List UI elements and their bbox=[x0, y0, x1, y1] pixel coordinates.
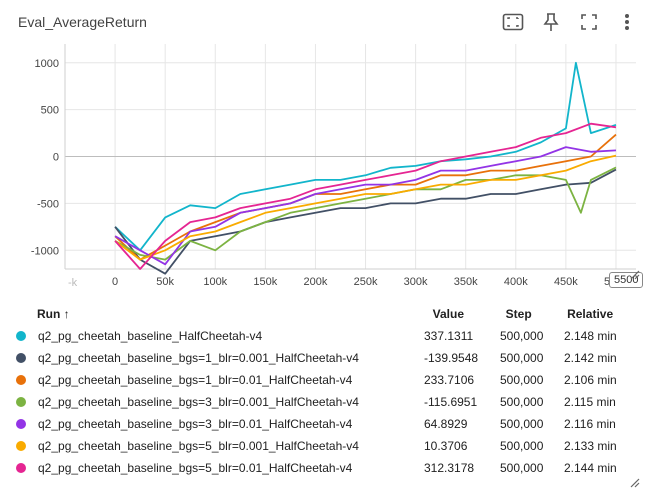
value-cell: 10.3706 bbox=[424, 439, 468, 453]
relative-cell: 2.144 min bbox=[564, 461, 617, 475]
step-cell: 500,000 bbox=[500, 329, 544, 343]
runs-table: Run ↑ Value Step Relative q2_pg_cheetah_… bbox=[12, 303, 642, 479]
table-row[interactable]: q2_pg_cheetah_baseline_bgs=1_blr=0.001_H… bbox=[12, 347, 642, 369]
relative-cell: 2.106 min bbox=[564, 373, 617, 387]
y-tick-label: -500 bbox=[37, 198, 59, 210]
x-tick-label: 300k bbox=[404, 276, 428, 288]
step-column-header[interactable]: Step bbox=[505, 307, 532, 321]
fit-domain-icon bbox=[502, 13, 524, 31]
more-vert-icon bbox=[625, 14, 629, 30]
relative-column-header[interactable]: Relative bbox=[567, 307, 614, 321]
table-row[interactable]: q2_pg_cheetah_baseline_bgs=5_blr=0.001_H… bbox=[12, 435, 642, 457]
value-column-header[interactable]: Value bbox=[432, 307, 465, 321]
line-chart[interactable]: 1000 500 0 -500 -1000 0 50k 100k 150k 200k 250k 300… bbox=[0, 44, 653, 289]
table-row[interactable]: q2_pg_cheetah_baseline_bgs=5_blr=0.01_Ha… bbox=[12, 457, 642, 479]
run-color-swatch bbox=[16, 441, 26, 451]
resize-handle-icon[interactable] bbox=[630, 478, 640, 488]
run-cell: q2_pg_cheetah_baseline_bgs=5_blr=0.01_Ha… bbox=[12, 461, 424, 475]
series-line bbox=[114, 122, 617, 270]
run-name: q2_pg_cheetah_baseline_bgs=1_blr=0.001_H… bbox=[38, 351, 359, 365]
step-cell: 500,000 bbox=[500, 373, 544, 387]
x-tick-label: 50k bbox=[156, 276, 174, 288]
relative-cell: 2.115 min bbox=[564, 395, 616, 409]
series-line bbox=[114, 166, 617, 261]
run-color-swatch bbox=[16, 353, 26, 363]
table-body: q2_pg_cheetah_baseline_HalfCheetah-v4 337… bbox=[12, 325, 642, 479]
run-color-swatch bbox=[16, 397, 26, 407]
x-tick-label: 350k bbox=[454, 276, 478, 288]
card-title: Eval_AverageReturn bbox=[18, 14, 147, 30]
run-cell: q2_pg_cheetah_baseline_bgs=3_blr=0.01_Ha… bbox=[12, 417, 424, 431]
card-toolbar bbox=[501, 10, 639, 34]
table-row[interactable]: q2_pg_cheetah_baseline_bgs=3_blr=0.01_Ha… bbox=[12, 413, 642, 435]
x-tick-label: 0 bbox=[112, 276, 118, 288]
series-line bbox=[114, 133, 617, 261]
fullscreen-button[interactable] bbox=[577, 10, 601, 34]
run-name: q2_pg_cheetah_baseline_bgs=3_blr=0.001_H… bbox=[38, 395, 359, 409]
table-header: Run ↑ Value Step Relative bbox=[12, 303, 642, 325]
run-name: q2_pg_cheetah_baseline_bgs=5_blr=0.001_H… bbox=[38, 439, 359, 453]
run-color-swatch bbox=[16, 375, 26, 385]
run-column-header[interactable]: Run ↑ bbox=[37, 307, 70, 321]
value-cell: -115.6951 bbox=[424, 395, 478, 409]
table-row[interactable]: q2_pg_cheetah_baseline_bgs=1_blr=0.01_Ha… bbox=[12, 369, 642, 391]
y-tick-label: 1000 bbox=[35, 58, 59, 70]
run-name: q2_pg_cheetah_baseline_bgs=1_blr=0.01_Ha… bbox=[38, 373, 353, 387]
relative-cell: 2.148 min bbox=[564, 329, 617, 343]
step-cell: 500,000 bbox=[500, 461, 544, 475]
pin-icon bbox=[543, 13, 559, 31]
y-tick-label: 500 bbox=[41, 105, 59, 117]
value-cell: 337.1311 bbox=[424, 329, 474, 343]
series-line bbox=[114, 146, 617, 266]
run-color-swatch bbox=[16, 331, 26, 341]
fit-domain-button[interactable] bbox=[501, 10, 525, 34]
relative-cell: 2.142 min bbox=[564, 351, 617, 365]
run-name: q2_pg_cheetah_baseline_bgs=3_blr=0.01_Ha… bbox=[38, 417, 353, 431]
step-cell: 500,000 bbox=[500, 395, 544, 409]
relative-cell: 2.116 min bbox=[564, 417, 616, 431]
resize-handle-icon[interactable] bbox=[630, 270, 640, 280]
series-line bbox=[114, 168, 617, 275]
value-cell: 64.8929 bbox=[424, 417, 468, 431]
x-tick-label: 400k bbox=[504, 276, 528, 288]
x-tick-label: 200k bbox=[304, 276, 328, 288]
run-name: q2_pg_cheetah_baseline_HalfCheetah-v4 bbox=[38, 329, 263, 343]
relative-cell: 2.133 min bbox=[564, 439, 617, 453]
run-name: q2_pg_cheetah_baseline_bgs=5_blr=0.01_Ha… bbox=[38, 461, 353, 475]
x-tick-label: 150k bbox=[253, 276, 277, 288]
pin-button[interactable] bbox=[539, 10, 563, 34]
x-tick-label: 100k bbox=[203, 276, 227, 288]
run-cell: q2_pg_cheetah_baseline_bgs=1_blr=0.001_H… bbox=[12, 351, 424, 365]
y-tick-label: -1000 bbox=[31, 245, 59, 257]
step-cell: 500,000 bbox=[500, 439, 544, 453]
series-line bbox=[114, 154, 617, 261]
fullscreen-icon bbox=[581, 14, 597, 30]
run-cell: q2_pg_cheetah_baseline_bgs=3_blr=0.001_H… bbox=[12, 395, 424, 409]
table-row[interactable]: q2_pg_cheetah_baseline_HalfCheetah-v4 337… bbox=[12, 325, 642, 347]
value-cell: -139.9548 bbox=[424, 351, 479, 365]
run-cell: q2_pg_cheetah_baseline_bgs=1_blr=0.01_Ha… bbox=[12, 373, 424, 387]
step-cell: 500,000 bbox=[500, 351, 544, 365]
value-cell: 233.7106 bbox=[424, 373, 475, 387]
step-cell: 500,000 bbox=[500, 417, 544, 431]
x-tick-label: 250k bbox=[354, 276, 378, 288]
more-options-button[interactable] bbox=[615, 10, 639, 34]
run-cell: q2_pg_cheetah_baseline_bgs=5_blr=0.001_H… bbox=[12, 439, 424, 453]
run-color-swatch bbox=[16, 463, 26, 473]
table-row[interactable]: q2_pg_cheetah_baseline_bgs=3_blr=0.001_H… bbox=[12, 391, 642, 413]
x-tick-label: 450k bbox=[554, 276, 578, 288]
y-tick-label: 0 bbox=[53, 152, 59, 164]
run-color-swatch bbox=[16, 419, 26, 429]
run-cell: q2_pg_cheetah_baseline_HalfCheetah-v4 bbox=[12, 329, 424, 343]
value-cell: 312.3178 bbox=[424, 461, 475, 475]
x-axis-left-edge-tick: -k bbox=[68, 277, 78, 289]
